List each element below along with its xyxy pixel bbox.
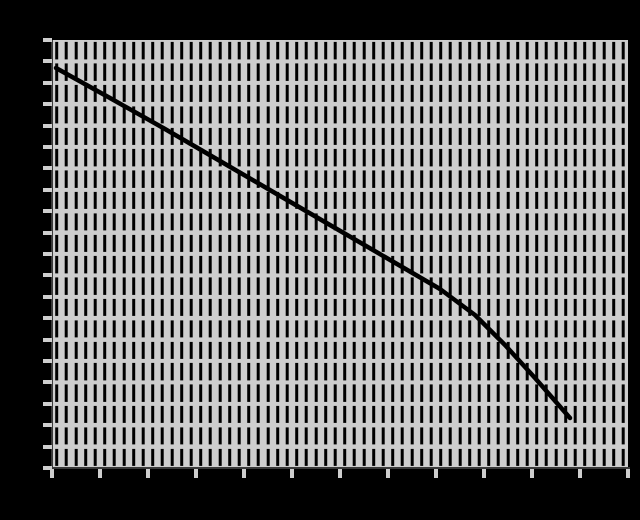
x-axis-tick [98, 469, 102, 478]
y-axis-tick [43, 294, 52, 299]
x-axis-tick [434, 469, 438, 478]
y-axis-tick [43, 359, 52, 363]
x-axis-tick [530, 469, 534, 478]
y-axis-tick [43, 59, 52, 64]
y-axis-tick [43, 102, 52, 107]
y-axis-tick [43, 273, 52, 278]
y-axis-tick [43, 209, 52, 214]
x-axis-tick [626, 469, 630, 478]
x-axis-tick [482, 469, 486, 478]
y-axis-spine [51, 40, 53, 468]
y-axis-tick [43, 187, 52, 192]
x-axis-spine [51, 467, 630, 469]
y-axis-tick [43, 401, 52, 406]
x-axis-tick [338, 469, 342, 478]
y-axis-tick [43, 38, 52, 42]
y-axis-tick [43, 423, 52, 428]
x-axis-tick [290, 469, 294, 478]
x-axis-tick [194, 469, 198, 478]
y-axis-tick [43, 145, 52, 149]
x-axis-tick [242, 469, 246, 478]
line-series [53, 65, 573, 421]
x-axis-tick [578, 469, 582, 478]
y-axis-tick [43, 123, 52, 128]
x-axis-tick [386, 469, 390, 478]
y-axis-tick [43, 466, 52, 470]
y-axis-tick [43, 166, 52, 171]
y-axis-tick [43, 230, 52, 235]
x-axis-tick [50, 469, 54, 478]
y-axis-tick [43, 380, 52, 385]
y-axis-tick [43, 337, 52, 342]
line-series-path [53, 65, 573, 421]
y-axis-tick [43, 316, 52, 321]
y-axis-tick [43, 252, 52, 256]
y-axis-tick [43, 80, 52, 85]
plot-area [52, 40, 628, 468]
x-axis-tick [146, 469, 150, 478]
y-axis-tick [43, 444, 52, 449]
